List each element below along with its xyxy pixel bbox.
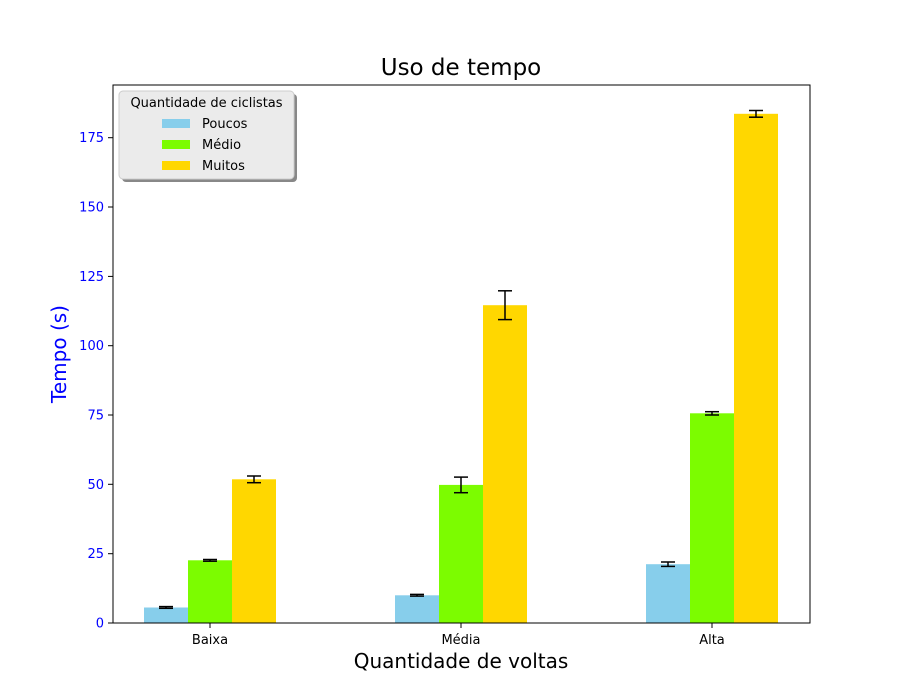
legend: Quantidade de ciclistas Poucos Médio Muitos [118,90,297,182]
y-axis-label: Tempo (s) [47,305,71,404]
x-tick-label: Média [441,633,480,648]
bar-poucos-1 [395,595,439,623]
error-bar [247,475,261,484]
legend-swatch [162,161,190,170]
chart-title: Uso de tempo [381,55,542,81]
bar-m-dio-0 [188,560,232,623]
bar-m-dio-2 [690,413,734,623]
bar-muitos-2 [734,113,778,624]
y-tick-label: 125 [79,270,104,285]
bar-m-dio-1 [439,484,483,623]
y-tick-label: 175 [79,131,104,146]
y-tick-label: 50 [87,478,104,493]
error-bar [454,476,468,494]
error-bar [661,561,675,568]
legend-swatch [162,119,190,128]
x-tick-label: Alta [699,633,725,648]
legend-box [118,90,295,180]
legend-swatch [162,140,190,149]
y-tick-label: 150 [79,201,104,216]
legend-entry: Médio [202,138,241,153]
legend-entry: Poucos [202,117,248,132]
bar-muitos-0 [232,479,276,623]
error-bar [705,410,719,416]
legend-title: Quantidade de ciclistas [130,96,282,111]
y-tick-label: 75 [87,409,104,424]
bar-poucos-0 [144,607,188,623]
y-tick-label: 25 [87,547,104,562]
error-bar [410,593,424,597]
x-axis-label: Quantidade de voltas [354,649,569,673]
error-bar [749,109,763,118]
error-bar [159,605,173,610]
legend-entry: Muitos [202,159,245,174]
error-bar [498,290,512,321]
x-tick-label: Baixa [192,633,228,648]
bar-poucos-2 [646,564,690,623]
y-tick-label: 0 [96,617,104,632]
bar-muitos-1 [483,305,527,623]
y-tick-label: 100 [79,339,104,354]
plot-area: 0 25 50 75 100 125 150 175 Baixa Média Alta [79,84,811,648]
error-bar [203,558,217,562]
